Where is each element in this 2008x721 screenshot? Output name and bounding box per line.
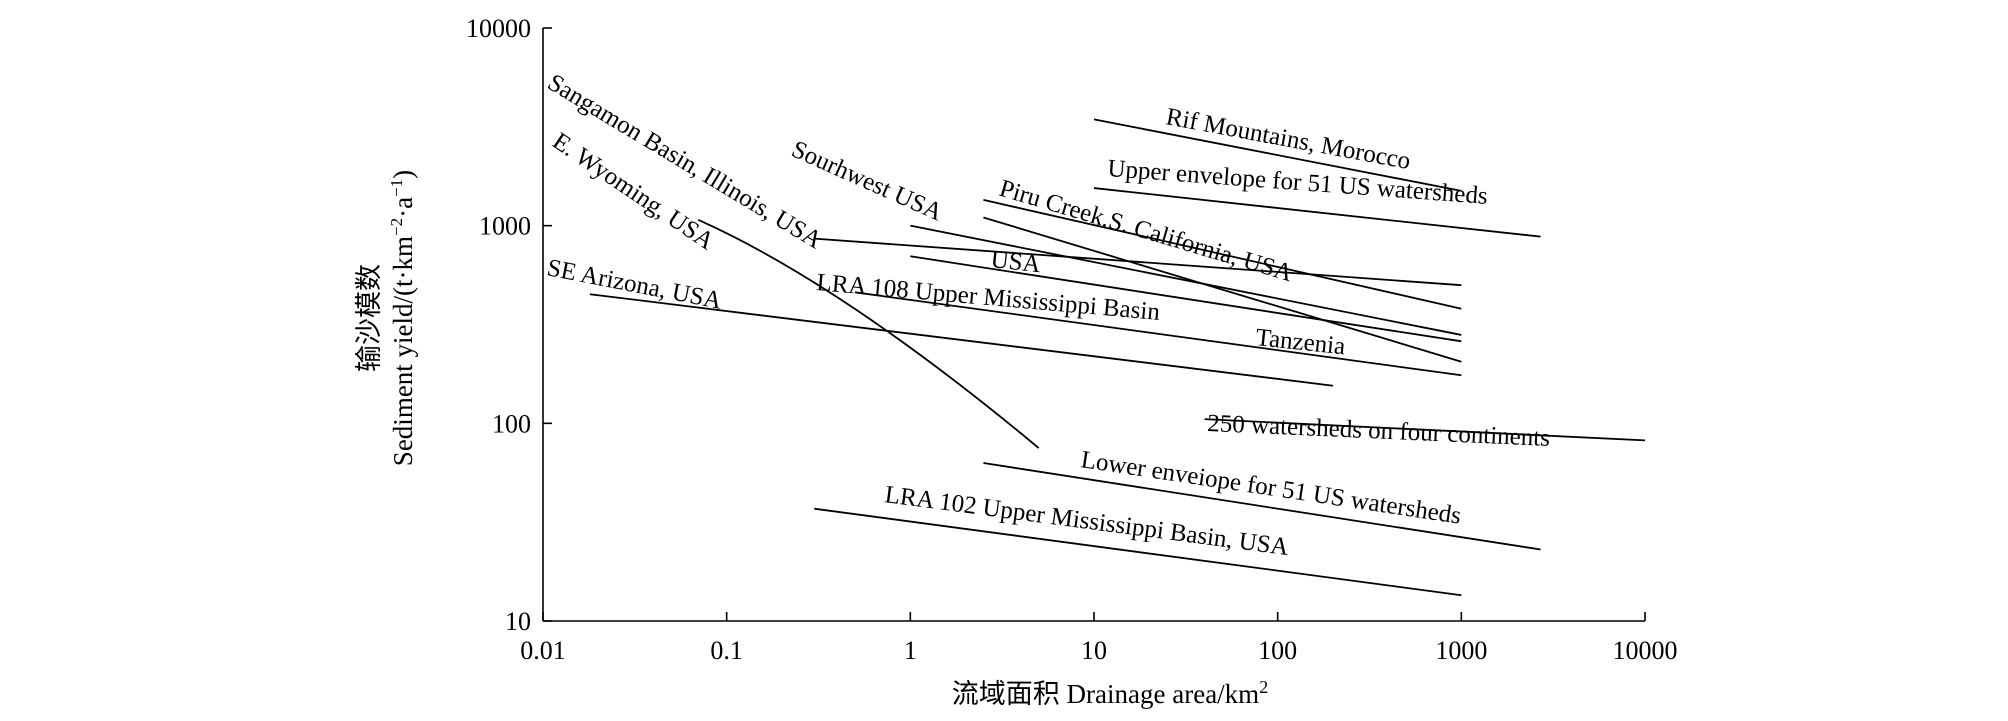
series-line [814, 507, 1462, 597]
y-axis-title-en: Sediment yield/(t·km−2·a−1) [387, 170, 418, 466]
series-line [854, 291, 1462, 377]
series-label: SE Arizona, USA [545, 254, 724, 314]
y-tick-label: 10000 [466, 14, 531, 43]
series-line [1093, 187, 1541, 238]
y-tick-label: 1000 [479, 212, 531, 241]
series-label: 250 watersheds on four continents [1207, 410, 1551, 452]
series-label: USA [989, 246, 1042, 278]
series-line [983, 199, 1462, 310]
series-line [983, 462, 1541, 551]
series-line [589, 293, 1334, 387]
series-line [1204, 418, 1646, 442]
x-tick-label: 100 [1258, 636, 1297, 665]
y-axis-title-cn: 输沙模数 [354, 264, 384, 372]
x-tick-label: 1000 [1435, 636, 1487, 665]
x-axis-title: 流域面积 Drainage area/km2 [952, 677, 1268, 709]
y-tick-label: 10 [505, 607, 531, 636]
x-tick-label: 10 [1081, 636, 1107, 665]
axes: 0.01 0.1 1 10 100 1000 10000 10 100 1000 10000 [466, 14, 1678, 665]
series-line [910, 255, 1462, 343]
series-line [983, 216, 1462, 363]
series-label: Tanzenia [1254, 324, 1346, 360]
series-label: Sourhwest USA [788, 136, 947, 226]
x-tick-label: 1 [904, 636, 917, 665]
x-tick-label: 0.01 [520, 636, 566, 665]
series-line [910, 224, 1462, 336]
series-label: Upper envelope for 51 US watersheds [1107, 155, 1489, 210]
y-tick-label: 100 [492, 409, 531, 438]
series-line [697, 219, 1040, 449]
series-label: E. Wyoming, USA [548, 128, 719, 256]
series-line [814, 237, 1462, 287]
series-layer [589, 118, 1646, 597]
x-tick-label: 0.1 [710, 636, 743, 665]
series-line [1093, 118, 1462, 192]
x-tick-label: 10000 [1613, 636, 1678, 665]
